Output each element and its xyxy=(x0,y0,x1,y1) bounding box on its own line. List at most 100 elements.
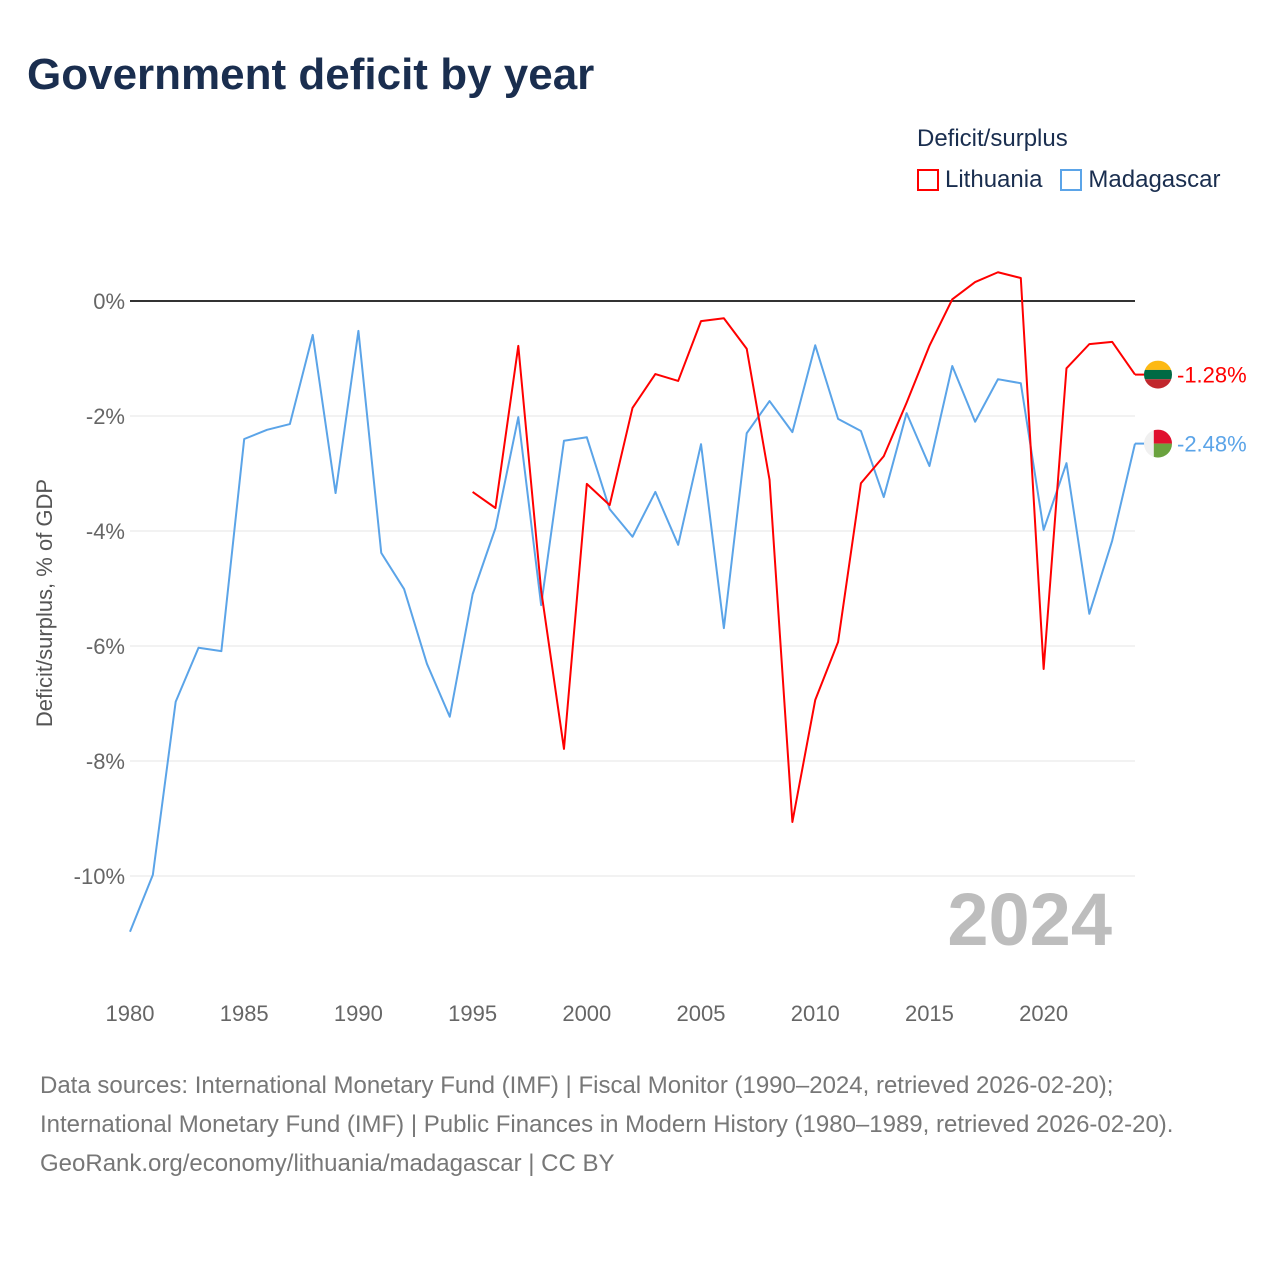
data-point-lithuania xyxy=(722,316,726,320)
data-point-madagascar xyxy=(471,592,475,596)
data-point-madagascar xyxy=(927,464,931,468)
data-point-madagascar xyxy=(699,442,703,446)
flag-lithuania-icon xyxy=(1144,360,1172,370)
data-point-lithuania xyxy=(699,319,703,323)
data-point-madagascar xyxy=(1087,612,1091,616)
data-point-madagascar xyxy=(379,551,383,555)
legend-swatch-madagascar xyxy=(1060,169,1083,191)
y-tick-label: -6% xyxy=(86,634,125,659)
data-point-lithuania xyxy=(539,588,543,592)
data-point-madagascar xyxy=(1110,539,1114,543)
data-point-madagascar xyxy=(1019,381,1023,385)
data-point-madagascar xyxy=(882,495,886,499)
y-tick-label: -4% xyxy=(86,519,125,544)
data-point-madagascar xyxy=(1064,461,1068,465)
data-point-lithuania xyxy=(1064,366,1068,370)
data-point-madagascar xyxy=(768,399,772,403)
data-point-madagascar xyxy=(676,543,680,547)
flag-lithuania-icon xyxy=(1144,369,1172,380)
data-point-lithuania xyxy=(493,506,497,510)
x-tick-label: 1985 xyxy=(220,1001,269,1026)
data-point-madagascar xyxy=(265,428,269,432)
data-point-lithuania xyxy=(516,344,520,348)
legend-swatch-lithuania xyxy=(917,169,939,191)
end-value-label: -1.28% xyxy=(1177,363,1247,388)
data-point-madagascar xyxy=(174,700,178,704)
data-point-lithuania xyxy=(562,747,566,751)
data-sources: Data sources: International Monetary Fun… xyxy=(40,1072,1174,1138)
data-point-madagascar xyxy=(448,715,452,719)
page-title: Government deficit by year xyxy=(27,50,595,99)
data-point-lithuania xyxy=(745,347,749,351)
legend-label: Lithuania xyxy=(945,166,1043,193)
legend-item-madagascar[interactable]: Madagascar xyxy=(1060,166,1221,194)
data-point-madagascar xyxy=(813,343,817,347)
data-point-lithuania xyxy=(927,344,931,348)
flag-lithuania-icon xyxy=(1144,379,1172,389)
y-axis-label: Deficit/surplus, % of GDP xyxy=(32,479,57,727)
credit-link[interactable]: GeoRank.org/economy/lithuania/madagascar… xyxy=(40,1150,615,1177)
y-tick-label: 0% xyxy=(93,289,125,314)
data-point-lithuania xyxy=(1019,276,1023,280)
data-point-madagascar xyxy=(790,430,794,434)
legend-title: Deficit/surplus xyxy=(917,125,1068,152)
data-point-lithuania xyxy=(1110,340,1114,344)
data-point-madagascar xyxy=(950,364,954,368)
x-tick-label: 2005 xyxy=(677,1001,726,1026)
data-point-lithuania xyxy=(1087,342,1091,346)
data-point-madagascar xyxy=(745,431,749,435)
data-point-madagascar xyxy=(219,649,223,653)
data-point-madagascar xyxy=(1042,528,1046,532)
data-point-lithuania xyxy=(973,280,977,284)
year-watermark: 2024 xyxy=(947,878,1112,961)
x-tick-label: 1995 xyxy=(448,1001,497,1026)
data-point-lithuania xyxy=(813,698,817,702)
x-tick-label: 1990 xyxy=(334,1001,383,1026)
legend-label: Madagascar xyxy=(1088,166,1221,193)
flag-madagascar-icon xyxy=(1144,429,1154,458)
data-point-madagascar xyxy=(859,429,863,433)
x-tick-label: 2015 xyxy=(905,1001,954,1026)
x-tick-label: 2000 xyxy=(562,1001,611,1026)
data-point-madagascar xyxy=(356,329,360,333)
data-point-lithuania xyxy=(608,503,612,507)
data-point-lithuania xyxy=(996,270,1000,274)
y-tick-label: -8% xyxy=(86,749,125,774)
y-tick-label: -10% xyxy=(74,864,125,889)
data-point-madagascar xyxy=(425,662,429,666)
data-point-madagascar xyxy=(402,587,406,591)
data-point-madagascar xyxy=(242,437,246,441)
data-point-lithuania xyxy=(836,640,840,644)
series-line-madagascar xyxy=(129,329,1136,933)
x-tick-label: 1980 xyxy=(106,1001,155,1026)
data-point-madagascar xyxy=(516,415,520,419)
data-point-madagascar xyxy=(608,507,612,511)
data-point-madagascar xyxy=(493,526,497,530)
y-tick-label: -2% xyxy=(86,404,125,429)
data-point-lithuania xyxy=(790,820,794,824)
data-point-lithuania xyxy=(471,490,475,494)
data-point-lithuania xyxy=(882,454,886,458)
data-point-lithuania xyxy=(653,372,657,376)
data-point-madagascar xyxy=(836,417,840,421)
plot-area: 0% -2% -4% -6% -8% -10% 1980 1985 1990 1995 2000 20… xyxy=(32,270,1247,1026)
data-point-lithuania xyxy=(950,297,954,301)
data-point-lithuania xyxy=(768,478,772,482)
data-point-madagascar xyxy=(151,873,155,877)
data-point-madagascar xyxy=(197,646,201,650)
legend-item-lithuania[interactable]: Lithuania xyxy=(917,166,1042,194)
x-tick-label: 2010 xyxy=(791,1001,840,1026)
data-point-madagascar xyxy=(334,491,338,495)
data-point-madagascar xyxy=(288,422,292,426)
series-line-lithuania xyxy=(472,271,1136,823)
data-point-madagascar xyxy=(585,435,589,439)
data-point-lithuania xyxy=(859,481,863,485)
data-point-madagascar xyxy=(653,490,657,494)
footer: Data sources: International Monetary Fun… xyxy=(40,1066,1240,1183)
x-tick-label: 2020 xyxy=(1019,1001,1068,1026)
data-point-madagascar xyxy=(128,930,132,934)
end-value-label: -2.48% xyxy=(1177,432,1247,457)
data-point-madagascar xyxy=(973,420,977,424)
legend: Lithuania Madagascar xyxy=(917,166,1221,194)
